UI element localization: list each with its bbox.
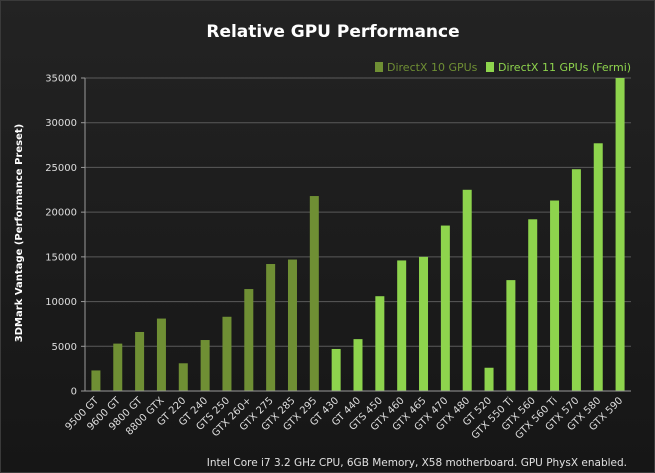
footnote: Intel Core i7 3.2 GHz CPU, 6GB Memory, X…: [207, 457, 627, 469]
bar-gtx-470: [440, 225, 450, 391]
legend-label-directx10: DirectX 10 GPUs: [387, 61, 478, 74]
legend-label-directx11: DirectX 11 GPUs (Fermi): [498, 61, 631, 74]
bar-gt-220: [178, 363, 188, 391]
legend: DirectX 10 GPUs DirectX 11 GPUs (Fermi): [375, 61, 631, 74]
bar-gtx-560-ti: [550, 200, 560, 391]
y-tick-label: 30000: [45, 118, 77, 129]
bar-gtx-570: [571, 169, 581, 391]
bar-gts-450: [375, 296, 385, 391]
bar-gtx-550-ti: [506, 280, 516, 391]
bar-gtx-285: [287, 259, 297, 391]
y-tick-label: 0: [71, 387, 77, 398]
legend-swatch-directx11: [486, 62, 494, 72]
bar-9600-gt: [113, 343, 123, 391]
y-tick-label: 20000: [45, 208, 77, 219]
bar-gts-250: [222, 316, 232, 391]
bar-9500-gt: [91, 370, 101, 391]
grid-lines: [85, 77, 631, 347]
bar-gtx-260-: [244, 289, 254, 391]
legend-swatch-directx10: [375, 62, 383, 72]
y-tick-label: 25000: [45, 163, 77, 174]
bar-8800-gtx: [156, 318, 166, 391]
bar-gtx-465: [419, 256, 429, 391]
bar-gt-440: [353, 339, 363, 391]
y-tick-label: 10000: [45, 297, 77, 308]
bar-gt-430: [331, 348, 341, 391]
bar-gt-240: [200, 340, 210, 391]
y-tick-label: 15000: [45, 252, 77, 263]
bar-gtx-460: [397, 260, 407, 391]
bar-gtx-590: [615, 78, 625, 391]
y-axis-ticks: 0 5000 10000 15000 20000 25000 30000 35000: [45, 74, 85, 398]
bar-gt-520: [484, 367, 494, 391]
bar-gtx-480: [462, 189, 472, 391]
bar-gtx-580: [593, 143, 603, 391]
chart-title: Relative GPU Performance: [206, 22, 459, 42]
y-axis-label: 3DMark Vantage (Performance Preset): [14, 124, 25, 342]
bar-gtx-295: [309, 196, 319, 391]
bar-gtx-275: [266, 264, 276, 391]
y-tick-label: 5000: [52, 342, 77, 353]
bar-gtx-560: [528, 219, 538, 391]
bar-9800-gt: [135, 331, 145, 391]
y-tick-label: 35000: [45, 74, 77, 85]
bars: [91, 78, 625, 391]
